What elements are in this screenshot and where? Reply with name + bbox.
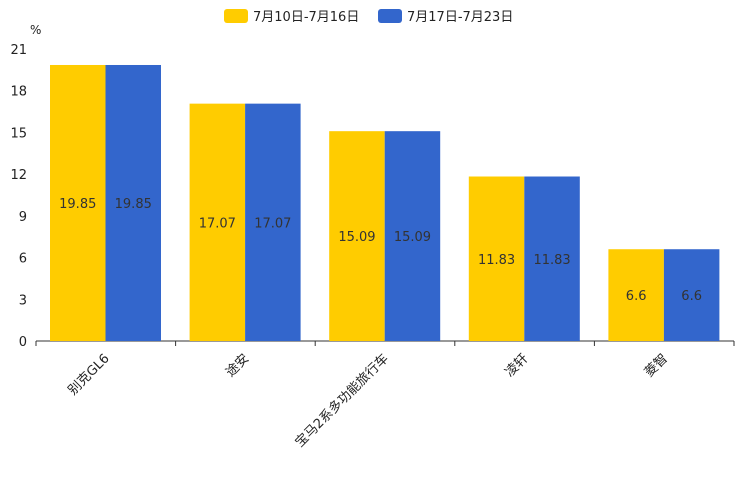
y-tick-label: 0 xyxy=(19,335,27,350)
data-label: 19.85 xyxy=(59,197,96,212)
data-label: 17.07 xyxy=(254,216,291,231)
bar xyxy=(468,176,525,341)
bar xyxy=(189,103,246,341)
data-label: 6.6 xyxy=(626,289,647,304)
y-tick-label: 6 xyxy=(19,252,27,267)
x-tick-label: 凌轩 xyxy=(502,351,531,380)
bar xyxy=(524,176,580,341)
data-label: 17.07 xyxy=(199,216,236,231)
y-tick-label: 9 xyxy=(19,210,27,225)
bar xyxy=(50,64,106,341)
y-tick-label: 12 xyxy=(10,168,27,183)
data-label: 11.83 xyxy=(478,253,515,268)
y-tick-label: 18 xyxy=(10,85,27,100)
y-tick-label: 3 xyxy=(19,293,27,308)
legend-label: 7月17日-7月23日 xyxy=(407,10,513,25)
x-tick-label: 别克GL6 xyxy=(66,351,113,398)
x-tick-label: 途安 xyxy=(223,351,253,381)
legend-label: 7月10日-7月16日 xyxy=(253,10,359,25)
bar xyxy=(105,64,161,341)
y-tick-label: 15 xyxy=(10,126,27,141)
data-label: 15.09 xyxy=(338,230,375,245)
legend-swatch xyxy=(224,9,248,23)
legend-swatch xyxy=(378,9,402,23)
data-label: 15.09 xyxy=(394,230,431,245)
bar xyxy=(245,103,301,341)
bar xyxy=(663,249,720,341)
data-label: 6.6 xyxy=(681,289,702,304)
data-label: 19.85 xyxy=(115,197,152,212)
bar xyxy=(384,131,441,341)
y-axis-label: % xyxy=(30,23,41,37)
x-tick-label: 菱智 xyxy=(642,351,671,380)
bar xyxy=(608,249,664,341)
bar xyxy=(329,131,385,341)
y-tick-label: 21 xyxy=(10,43,27,58)
x-tick-label: 宝马2系多功能旅行车 xyxy=(292,351,392,451)
data-label: 11.83 xyxy=(533,253,570,268)
